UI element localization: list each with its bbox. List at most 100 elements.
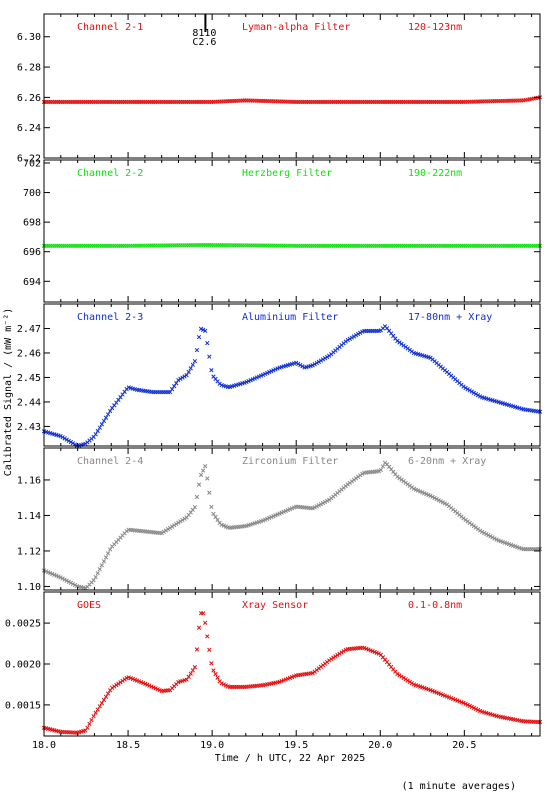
data-point [68,580,74,586]
data-point [329,656,334,662]
panel-1-label-3: 120-123nm [408,22,462,33]
data-point [192,358,198,364]
data-point [316,359,322,364]
averaging-note: (1 minute averages) [401,781,516,792]
data-point [68,439,74,445]
data-point [471,390,477,395]
y-tick-label: 2.44 [17,397,41,408]
data-point [407,679,412,685]
data-point [314,504,319,509]
data-point [72,582,78,588]
x-tick-label: 18.0 [32,740,56,751]
data-point [91,578,96,583]
data-point [60,576,65,581]
data-point [70,441,76,446]
data-point [174,381,179,386]
data-point [376,651,381,656]
data-point [172,384,177,389]
y-tick-label: 2.43 [17,422,41,433]
data-point [99,563,105,568]
data-point [194,647,200,652]
data-point [64,437,69,442]
data-point [93,710,98,715]
data-point [322,499,328,505]
data-point [58,433,63,439]
data-point [62,577,67,582]
y-tick-label: 6.22 [17,154,41,165]
event-marker-label: 8110 [192,28,216,39]
data-point [351,334,357,339]
data-point [58,575,63,580]
data-point [64,578,69,583]
data-point [194,494,200,500]
data-point [341,649,346,654]
data-point [87,721,92,727]
data-point [378,467,384,473]
data-point [190,668,195,673]
data-point [95,570,100,576]
data-point [428,493,433,498]
data-point [60,435,65,440]
data-point [85,725,90,730]
data-point [324,354,330,360]
data-point [213,514,218,520]
data-point [310,363,315,368]
text-layer: Calibrated Signal / (mW m⁻²) Time / h UT… [3,22,492,764]
data-point [465,387,470,392]
data-point [475,393,481,398]
data-point [95,428,100,434]
y-tick-label: 1.12 [17,546,41,557]
data-point [200,611,206,616]
data-point [198,472,204,478]
y-tick-label: 0.0020 [5,660,41,671]
data-point [409,681,415,686]
data-point [180,375,185,380]
data-point [209,661,214,666]
y-tick-label: 694 [23,277,41,288]
data-point [62,436,67,441]
data-point [345,337,350,343]
data-point [318,502,324,507]
data-point [318,358,324,363]
data-point [161,529,167,534]
data-point [376,469,381,474]
data-point [211,668,216,673]
data-point [196,334,202,340]
y-tick-label: 6.30 [17,32,41,43]
data-point [172,523,177,528]
data-point [176,520,181,525]
data-point [99,422,105,427]
data-point [312,362,317,367]
panel-3-label-3: 17-80nm + Xray [408,312,492,323]
panel-1-label-2: Lyman-alpha Filter [242,22,350,33]
data-point [93,432,98,437]
y-tick-label: 6.28 [17,63,41,74]
data-point [207,354,212,359]
data-point [97,704,102,709]
data-point [215,675,220,680]
data-point [430,494,435,500]
data-point [322,356,328,361]
data-point [436,498,441,503]
panel-5-series [41,611,543,735]
y-tick-label: 1.16 [17,475,41,486]
data-point [434,496,439,502]
data-point [167,525,173,531]
data-point [293,360,299,365]
data-point [103,415,109,420]
data-point [215,517,220,523]
data-point [405,678,410,683]
data-point [395,671,400,677]
panel-5-label-1: GOES [77,600,101,611]
y-tick-label: 2.47 [17,324,41,335]
panel-5-label-3: 0.1-0.8nm [408,600,462,611]
data-point [91,714,96,719]
data-point [316,503,322,508]
data-point [349,335,355,340]
data-point [380,464,386,469]
data-point [213,671,218,677]
data-point [492,536,497,541]
x-tick-label: 19.0 [200,740,224,751]
data-point [188,671,193,676]
y-tick-label: 0.0015 [5,700,41,711]
